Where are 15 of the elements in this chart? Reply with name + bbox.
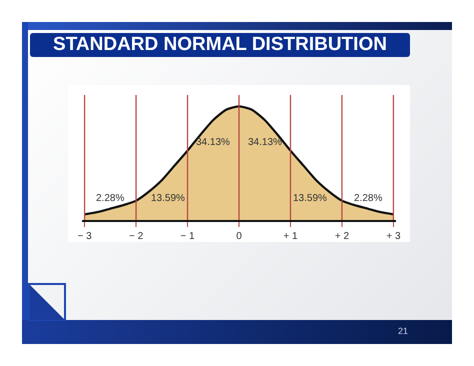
- x-tick-label: − 2: [128, 231, 144, 242]
- x-tick-label: − 1: [180, 231, 196, 242]
- x-tick-label: + 3: [386, 231, 401, 242]
- text: 21: [398, 326, 408, 336]
- x-tick-label: − 3: [77, 231, 92, 242]
- annotation: 34.13%: [248, 137, 282, 148]
- x-tick-label: 0: [236, 231, 242, 242]
- annotation: 2.28%: [354, 193, 382, 204]
- annotation: 34.13%: [196, 137, 230, 148]
- chart-title: STANDARD NORMAL DISTRIBUTION: [30, 33, 410, 57]
- annotation: 13.59%: [293, 193, 328, 204]
- annotation: 13.59%: [151, 193, 186, 204]
- x-tick-label: + 1: [283, 231, 298, 242]
- x-tick-label: + 2: [334, 231, 350, 242]
- annotation: 2.28%: [96, 193, 124, 204]
